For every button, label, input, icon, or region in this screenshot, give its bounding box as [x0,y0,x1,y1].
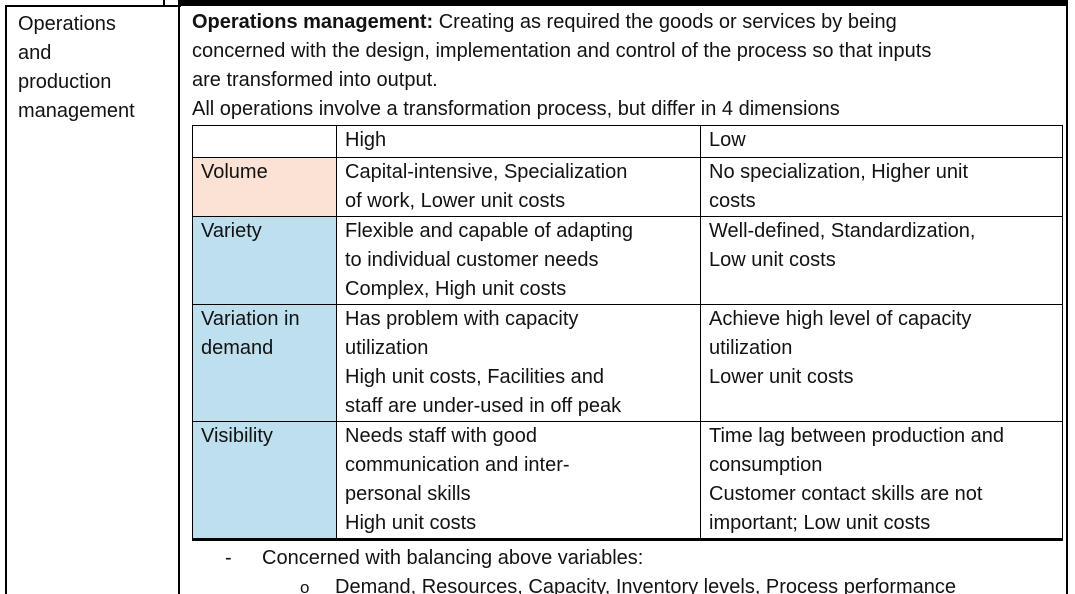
content-cell: Operations management: Creating as requi… [180,6,1075,594]
row-heading-cell: Operations and production management [7,6,189,126]
outer-table-row-divider [5,5,181,7]
intro-paragraph: Operations management: Creating as requi… [192,8,1075,124]
header-empty-cell [192,125,337,158]
volume-high-cell: Capital-intensive, Specialization of wor… [336,157,701,217]
variety-low-cell: Well-defined, Standardization, Low unit … [700,216,1063,305]
row-heading-text: Operations and production management [18,13,135,122]
bullet-level1-text: Concerned with balancing above variables… [262,547,644,569]
table-row-volume: Volume Capital-intensive, Specialization… [192,157,1063,217]
outer-table-right-border [1066,0,1068,594]
bullet-level1: - Concerned with balancing above variabl… [192,544,1075,573]
volume-low-cell: No specialization, Higher unit costs [700,157,1063,217]
table-row-variety: Variety Flexible and capable of adapting… [192,216,1063,305]
table-header-row: High Low [192,125,1063,158]
table-row-visibility: Visibility Needs staff with good communi… [192,421,1063,541]
visibility-high-cell: Needs staff with good communication and … [336,421,701,541]
row-label-volume: Volume [192,157,337,217]
outer-table-left-border [5,5,7,594]
intro-definition: Creating as required the goods or servic… [192,11,932,120]
dimensions-table: High Low Volume Capital-intensive, Speci… [192,125,1063,541]
bullet-level2: o Demand, Resources, Capacity, Inventory… [192,573,1075,594]
outer-table-column-divider [178,0,180,594]
bullet-level2-text: Demand, Resources, Capacity, Inventory l… [335,576,957,594]
dash-bullet-marker: - [225,547,232,569]
variety-high-cell: Flexible and capable of adapting to indi… [336,216,701,305]
row-label-visibility: Visibility [192,421,337,541]
circle-bullet-marker: o [300,578,310,594]
row-label-variety: Variety [192,216,337,305]
row-label-variation-in-demand: Variation in demand [192,304,337,422]
header-low-cell: Low [700,125,1063,158]
variation-low-cell: Achieve high level of capacity utilizati… [700,304,1063,422]
table-row-variation-in-demand: Variation in demand Has problem with cap… [192,304,1063,422]
variation-high-cell: Has problem with capacity utilization Hi… [336,304,701,422]
intro-term: Operations management: [192,11,434,33]
visibility-low-cell: Time lag between production and consumpt… [700,421,1063,541]
previous-row-bottom-border [180,0,1068,6]
previous-row-border-tick [163,0,165,6]
header-high-cell: High [336,125,701,158]
